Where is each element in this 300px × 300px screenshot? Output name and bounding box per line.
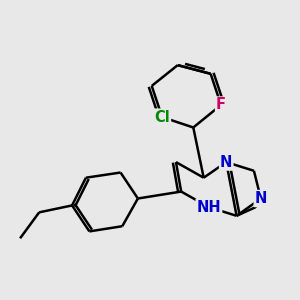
Text: F: F: [216, 98, 226, 112]
Text: N: N: [220, 154, 233, 169]
Text: NH: NH: [196, 200, 221, 215]
Text: Cl: Cl: [154, 110, 170, 124]
Text: N: N: [255, 191, 267, 206]
